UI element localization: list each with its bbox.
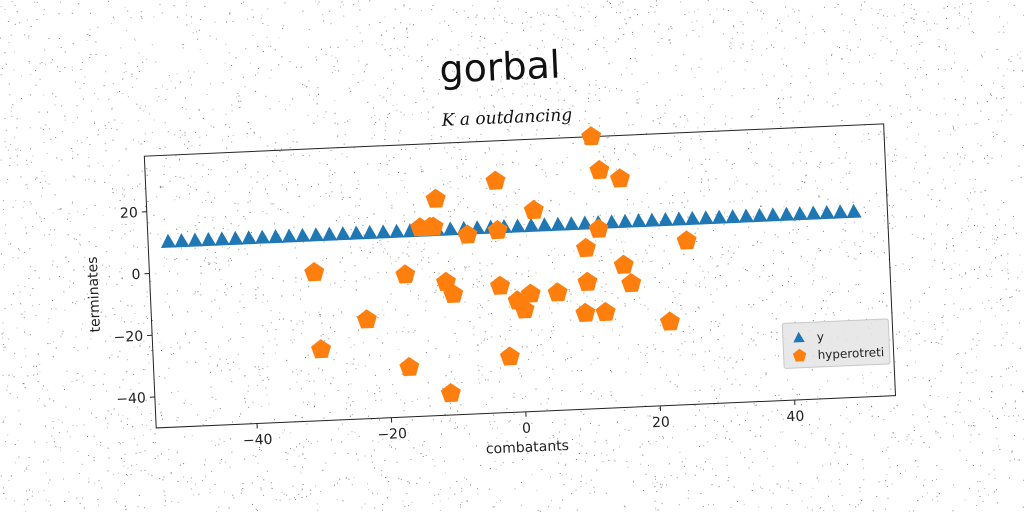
legend-label: hyperotreti bbox=[817, 345, 884, 362]
data-point-triangle bbox=[725, 209, 741, 224]
data-point-pentagon bbox=[609, 168, 630, 188]
series-hyperotreti bbox=[304, 126, 697, 403]
data-point-pentagon bbox=[621, 272, 642, 293]
data-point-pentagon bbox=[356, 309, 377, 329]
data-point-triangle bbox=[362, 224, 378, 240]
x-tick-label: 0 bbox=[522, 421, 532, 437]
data-point-triangle bbox=[617, 213, 634, 229]
data-point-pentagon bbox=[595, 301, 616, 322]
data-point-pentagon bbox=[443, 283, 464, 303]
legend-marker-pentagon bbox=[792, 348, 807, 362]
data-point-triangle bbox=[792, 206, 808, 221]
data-point-triangle bbox=[537, 217, 553, 232]
data-point-triangle bbox=[806, 205, 822, 220]
data-point-triangle bbox=[698, 210, 714, 225]
data-point-triangle bbox=[833, 204, 849, 219]
chart-subtitle: K a outdancing bbox=[440, 105, 572, 131]
x-tick-label: 20 bbox=[652, 415, 671, 432]
data-point-pentagon bbox=[440, 382, 461, 403]
y-tick-label: −40 bbox=[116, 390, 146, 407]
data-point-triangle bbox=[389, 223, 405, 239]
data-point-triangle bbox=[564, 216, 580, 231]
legend-box bbox=[781, 318, 891, 369]
data-point-triangle bbox=[322, 226, 338, 242]
data-point-pentagon bbox=[499, 346, 520, 366]
data-point-triangle bbox=[376, 224, 392, 239]
data-point-pentagon bbox=[304, 261, 325, 282]
data-point-triangle bbox=[268, 229, 284, 244]
data-point-pentagon bbox=[487, 219, 508, 240]
plot-frame bbox=[143, 123, 897, 429]
data-point-triangle bbox=[738, 208, 755, 223]
data-point-pentagon bbox=[490, 275, 510, 295]
data-point-triangle bbox=[510, 218, 526, 233]
data-point-pentagon bbox=[588, 218, 609, 238]
data-point-pentagon bbox=[659, 311, 680, 331]
data-point-triangle bbox=[644, 212, 660, 227]
data-point-triangle bbox=[685, 210, 701, 226]
data-point-triangle bbox=[174, 233, 190, 248]
data-point-pentagon bbox=[523, 199, 544, 220]
data-point-triangle bbox=[604, 214, 620, 229]
data-point-triangle bbox=[241, 230, 257, 245]
data-point-pentagon bbox=[457, 224, 478, 244]
data-point-triangle bbox=[281, 228, 298, 243]
data-point-pentagon bbox=[547, 282, 568, 302]
data-point-triangle bbox=[671, 211, 687, 226]
data-point-triangle bbox=[335, 226, 351, 241]
x-tick-label: −20 bbox=[377, 426, 407, 443]
data-point-triangle bbox=[228, 230, 244, 246]
data-point-triangle bbox=[187, 232, 204, 247]
data-point-triangle bbox=[550, 216, 566, 232]
data-point-triangle bbox=[349, 225, 365, 240]
data-point-pentagon bbox=[577, 271, 598, 292]
data-point-triangle bbox=[295, 227, 311, 243]
x-tick-label: −40 bbox=[243, 432, 273, 449]
data-point-pentagon bbox=[425, 188, 446, 208]
y-tick-label: 0 bbox=[131, 267, 141, 283]
y-axis-label: terminates bbox=[85, 256, 104, 333]
x-axis-label: combatants bbox=[486, 438, 570, 458]
data-point-pentagon bbox=[581, 126, 602, 146]
data-point-pentagon bbox=[311, 339, 331, 359]
data-point-pentagon bbox=[575, 302, 596, 323]
data-point-pentagon bbox=[514, 299, 535, 319]
data-point-triangle bbox=[752, 207, 768, 223]
data-point-triangle bbox=[160, 233, 177, 249]
chart-title: gorbal bbox=[438, 42, 561, 91]
x-tick-label: 40 bbox=[786, 409, 805, 426]
plot-area: −40 −20 0 20 40 −40 −20 0 20 combatants terminat… bbox=[85, 123, 897, 458]
legend-marker-triangle bbox=[793, 331, 805, 343]
y-tick-label: −20 bbox=[113, 329, 143, 346]
data-point-triangle bbox=[765, 207, 781, 222]
y-tick-label: 20 bbox=[120, 205, 139, 222]
data-point-triangle bbox=[201, 231, 217, 247]
data-point-pentagon bbox=[485, 170, 506, 190]
data-point-triangle bbox=[658, 212, 674, 227]
data-point-pentagon bbox=[613, 254, 634, 274]
data-points bbox=[160, 126, 862, 403]
data-point-triangle bbox=[214, 231, 230, 246]
data-point-pentagon bbox=[676, 230, 697, 250]
series-y bbox=[160, 203, 862, 249]
data-point-triangle bbox=[779, 206, 795, 222]
data-point-triangle bbox=[846, 203, 862, 219]
data-point-triangle bbox=[443, 221, 459, 236]
data-point-triangle bbox=[712, 209, 728, 224]
data-point-triangle bbox=[819, 204, 835, 220]
data-point-triangle bbox=[631, 213, 647, 228]
data-point-pentagon bbox=[395, 264, 416, 284]
axis-ticks: −40 −20 0 20 40 −40 −20 0 20 bbox=[113, 205, 805, 449]
data-point-pentagon bbox=[423, 216, 444, 236]
data-point-pentagon bbox=[575, 237, 596, 258]
legend-label: y bbox=[817, 330, 825, 344]
data-point-triangle bbox=[523, 217, 540, 233]
data-point-triangle bbox=[308, 227, 324, 242]
data-point-triangle bbox=[255, 229, 271, 244]
data-point-pentagon bbox=[589, 159, 610, 180]
data-point-pentagon bbox=[399, 356, 420, 377]
